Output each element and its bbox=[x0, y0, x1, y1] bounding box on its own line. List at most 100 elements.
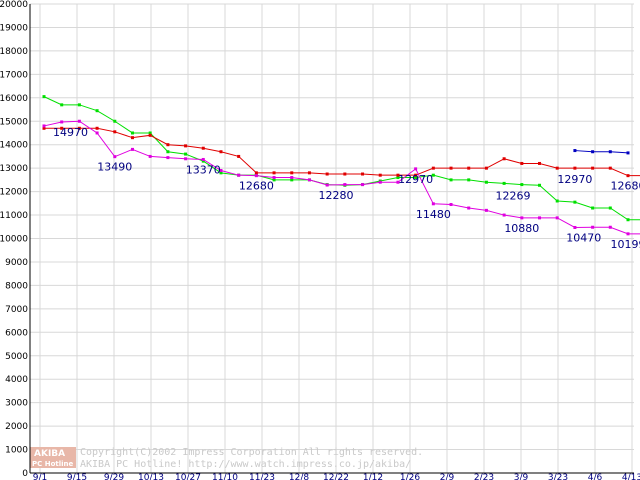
data-point bbox=[449, 202, 453, 206]
data-point bbox=[626, 174, 630, 178]
x-tick-label: 3/23 bbox=[548, 473, 568, 480]
data-point bbox=[201, 146, 205, 150]
x-tick-label: 12/8 bbox=[289, 473, 309, 480]
data-point bbox=[608, 225, 612, 229]
data-point bbox=[290, 178, 294, 182]
axes-frame bbox=[29, 4, 634, 474]
data-point bbox=[130, 136, 134, 140]
data-point bbox=[184, 157, 188, 161]
y-tick-label: 16000 bbox=[0, 94, 28, 104]
data-point bbox=[290, 171, 294, 175]
data-label: 14970 bbox=[53, 126, 88, 139]
data-label: 10880 bbox=[504, 222, 539, 235]
data-point bbox=[484, 166, 488, 170]
data-point bbox=[520, 161, 524, 165]
data-point bbox=[95, 109, 99, 113]
copyright-line: Copyright(C)2002 Impress Corporation All… bbox=[80, 447, 423, 458]
y-tick-label: 11000 bbox=[0, 211, 28, 221]
akiba-logo-top-box bbox=[30, 447, 76, 458]
y-tick-label: 7000 bbox=[5, 305, 28, 315]
x-tick-label: 10/13 bbox=[138, 473, 164, 480]
data-label: 12280 bbox=[319, 189, 354, 202]
y-tick-label: 1000 bbox=[5, 446, 28, 456]
x-tick-label: 2/9 bbox=[440, 473, 455, 480]
x-tick-label: 3/9 bbox=[514, 473, 529, 480]
data-point bbox=[130, 131, 134, 135]
data-point bbox=[307, 178, 311, 182]
data-point bbox=[201, 159, 205, 163]
data-point bbox=[113, 130, 117, 134]
data-point bbox=[431, 202, 435, 206]
data-point bbox=[573, 166, 577, 170]
x-axis: 9/1 9/15 9/29 10/13 10/27 11/10 11/23 12/8 12/22… bbox=[33, 473, 640, 480]
x-tick-label: 1/26 bbox=[400, 473, 420, 480]
x-tick-label: 4/6 bbox=[588, 473, 603, 480]
data-point bbox=[343, 183, 347, 187]
data-point bbox=[219, 171, 223, 175]
data-point bbox=[237, 173, 241, 177]
data-point bbox=[520, 183, 524, 187]
data-point bbox=[396, 176, 400, 180]
data-point bbox=[449, 166, 453, 170]
y-tick-label: 8000 bbox=[5, 281, 28, 291]
data-point bbox=[77, 126, 81, 130]
x-tick-label: 1/12 bbox=[363, 473, 383, 480]
y-tick-label: 0 bbox=[22, 469, 28, 479]
y-tick-label: 15000 bbox=[0, 117, 28, 127]
y-tick-label: 18000 bbox=[0, 47, 28, 57]
data-point bbox=[414, 176, 418, 180]
y-tick-label: 17000 bbox=[0, 70, 28, 80]
data-point bbox=[166, 156, 170, 160]
data-point bbox=[502, 213, 506, 217]
data-point bbox=[520, 216, 524, 220]
data-label: 13490 bbox=[97, 161, 132, 174]
data-point bbox=[77, 103, 81, 107]
x-tick-label: 11/10 bbox=[212, 473, 238, 480]
data-point bbox=[42, 124, 46, 128]
data-point bbox=[467, 166, 471, 170]
data-label: 13370 bbox=[186, 163, 221, 176]
data-point bbox=[272, 176, 276, 180]
data-point bbox=[467, 178, 471, 182]
data-label: 12680 bbox=[611, 180, 640, 193]
x-tick-label: 9/1 bbox=[33, 473, 47, 480]
y-tick-label: 12000 bbox=[0, 188, 28, 198]
data-point bbox=[272, 171, 276, 175]
data-point bbox=[431, 166, 435, 170]
y-tick-label: 10000 bbox=[0, 235, 28, 245]
data-point bbox=[538, 216, 542, 220]
data-label: 12269 bbox=[495, 189, 530, 202]
site-url-line: AKIBA PC Hotline! http://www.watch.impre… bbox=[80, 459, 411, 470]
y-tick-label: 14000 bbox=[0, 141, 28, 151]
data-point bbox=[555, 166, 559, 170]
data-label: 12680 bbox=[239, 180, 274, 193]
grid bbox=[30, 3, 634, 474]
data-point bbox=[378, 173, 382, 177]
data-point bbox=[148, 154, 152, 158]
data-point bbox=[148, 133, 152, 137]
data-point bbox=[538, 183, 542, 187]
data-point bbox=[113, 119, 117, 123]
y-tick-label: 4000 bbox=[5, 375, 28, 385]
y-tick-label: 13000 bbox=[0, 164, 28, 174]
copyright-watermark: AKIBA PC Hotline Copyright(C)2002 Impres… bbox=[30, 447, 423, 470]
data-point bbox=[626, 218, 630, 222]
series-line-3 bbox=[574, 150, 629, 154]
data-point bbox=[42, 95, 46, 99]
data-point bbox=[591, 206, 595, 210]
y-tick-label: 2000 bbox=[5, 422, 28, 432]
data-label: 10199 bbox=[611, 238, 640, 251]
data-point bbox=[396, 180, 400, 184]
data-point bbox=[396, 173, 400, 177]
series-lines bbox=[42, 95, 640, 236]
data-point bbox=[219, 168, 223, 172]
data-point bbox=[184, 144, 188, 148]
data-point bbox=[237, 154, 241, 158]
data-point bbox=[60, 126, 64, 130]
y-tick-label: 5000 bbox=[5, 352, 28, 362]
data-point bbox=[608, 150, 612, 154]
data-point bbox=[484, 208, 488, 212]
x-tick-label: 9/29 bbox=[104, 473, 124, 480]
data-point bbox=[95, 131, 99, 135]
data-point bbox=[502, 157, 506, 161]
